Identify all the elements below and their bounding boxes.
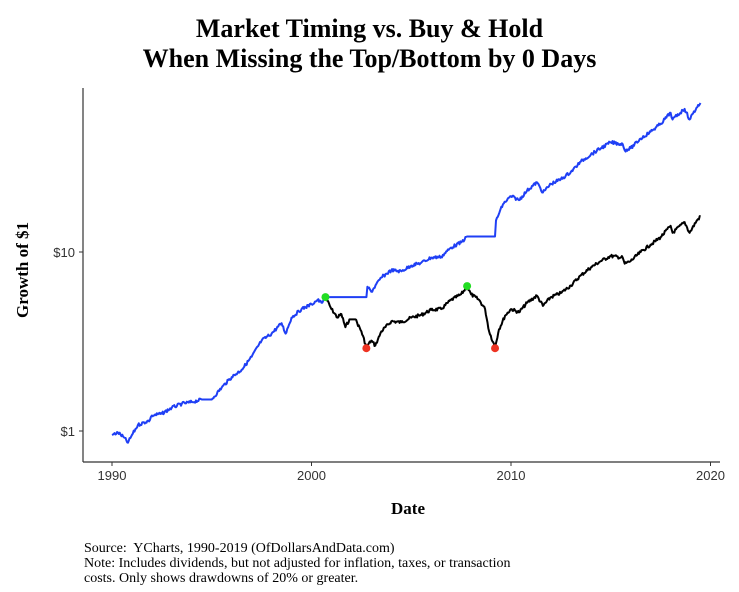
source-note: Source: YCharts, 1990-2019 (OfDollarsAnd… [84, 541, 395, 556]
x-tick-label: 1990 [98, 468, 127, 483]
y-axis-label: Growth of $1 [13, 222, 32, 318]
disclaimer-note-line-2: costs. Only shows drawdowns of 20% or gr… [84, 571, 359, 586]
series-line-buy-and-hold [324, 215, 701, 348]
y-tick-label: $1 [61, 424, 75, 439]
x-tick-label: 2010 [497, 468, 526, 483]
market-top-marker [463, 282, 472, 291]
x-axis-label: Date [391, 499, 425, 518]
disclaimer-note-line-1: Note: Includes dividends, but not adjust… [84, 556, 511, 571]
x-tick-label: 2020 [696, 468, 725, 483]
series-line-market-timing [111, 102, 702, 444]
chart-title-line-1: Market Timing vs. Buy & Hold [195, 14, 544, 43]
x-tick-label: 2000 [297, 468, 326, 483]
y-tick-label: $10 [53, 245, 75, 260]
market-bottom-marker [491, 344, 500, 353]
market-top-marker [321, 293, 330, 302]
market-bottom-marker [362, 344, 371, 353]
chart-title-line-2: When Missing the Top/Bottom by 0 Days [142, 44, 597, 73]
